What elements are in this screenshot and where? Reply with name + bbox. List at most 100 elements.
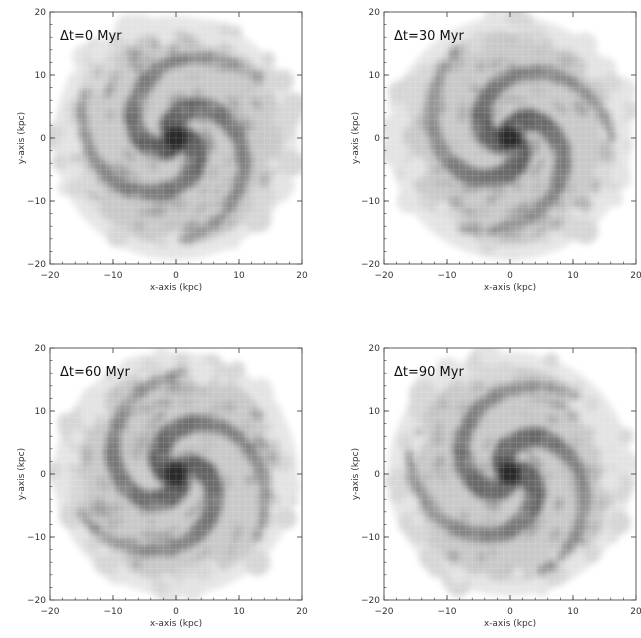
edge-clump	[67, 179, 86, 198]
gas-clump	[187, 479, 194, 490]
x-tick-label: 0	[173, 607, 179, 617]
gas-clump	[156, 115, 164, 128]
gas-clump	[521, 445, 534, 456]
y-tick-label: 10	[369, 407, 381, 417]
x-tick-label: 10	[233, 271, 245, 281]
y-tick-label: 20	[35, 8, 47, 18]
x-tick-label: −10	[104, 607, 123, 617]
edge-clump	[155, 235, 168, 249]
gas-clump	[503, 434, 514, 440]
gas-clump	[122, 147, 136, 163]
gas-clump	[444, 533, 454, 539]
gas-clump	[237, 128, 248, 143]
gas-clump	[470, 84, 479, 93]
density-field	[384, 12, 636, 264]
gas-clump	[440, 516, 453, 528]
edge-clump	[412, 513, 424, 525]
edge-clump	[448, 566, 467, 585]
gas-clump	[432, 431, 445, 447]
edge-clump	[418, 195, 433, 210]
edge-clump	[479, 236, 498, 255]
gas-clump	[433, 165, 442, 175]
edge-clump	[51, 125, 66, 140]
gas-clump	[460, 46, 469, 55]
gas-clump	[201, 436, 220, 450]
gas-clump	[456, 157, 470, 171]
edge-clump	[398, 191, 408, 201]
gas-clump	[427, 112, 432, 122]
edge-clump	[482, 12, 507, 33]
edge-clump	[543, 352, 559, 369]
gas-clump	[211, 429, 228, 439]
gas-clump	[424, 473, 432, 481]
gas-clump	[586, 465, 596, 474]
spiral-arm-segment	[75, 102, 86, 113]
gas-clump	[552, 448, 561, 456]
gas-clump	[187, 530, 195, 536]
edge-clump	[427, 559, 446, 578]
mesh-grid	[50, 12, 302, 264]
galaxy-core	[164, 126, 188, 150]
gas-clump	[232, 524, 243, 543]
gas-clump	[132, 403, 144, 417]
time-stamp-label: Δt=30 Myr	[394, 29, 464, 44]
gas-clump	[126, 425, 134, 435]
edge-clump	[179, 575, 205, 600]
edge-clump	[280, 127, 294, 141]
x-axis-title: x-axis (kpc)	[150, 283, 202, 293]
edge-clump	[152, 348, 171, 366]
gas-clump	[127, 48, 140, 61]
gas-clump	[490, 540, 501, 546]
gas-clump	[484, 501, 502, 512]
gas-clump	[436, 80, 443, 95]
mesh-grid	[50, 348, 302, 600]
x-tick-label: −20	[41, 271, 60, 281]
edge-clump	[102, 219, 114, 231]
gas-clump	[200, 388, 207, 395]
edge-clump	[572, 218, 599, 245]
gas-clump	[111, 53, 122, 65]
galaxy-density-map: −20 −10 0 10 20 −20 −10 0 10 20 x-axis (kpc) y-axis…	[351, 8, 641, 293]
x-tick-label: −10	[438, 607, 457, 617]
gas-clump	[146, 432, 154, 441]
gas-clump	[541, 432, 556, 441]
y-axis-title: y-axis (kpc)	[17, 448, 27, 500]
gas-clump	[434, 179, 443, 187]
edge-clump	[617, 428, 634, 445]
gas-clump	[172, 55, 192, 67]
edge-clump	[608, 191, 624, 207]
edge-clump	[190, 360, 216, 385]
gas-clump	[528, 163, 541, 180]
gas-clump	[140, 530, 160, 540]
gas-clump	[596, 497, 606, 511]
gas-clump	[207, 165, 219, 181]
gas-clump	[208, 103, 218, 111]
gas-clump	[192, 111, 208, 125]
gas-clump	[140, 158, 148, 167]
gas-clump	[514, 81, 527, 87]
gas-clump	[477, 476, 492, 492]
gas-clump	[465, 458, 471, 466]
gas-clump	[525, 394, 542, 406]
gas-clump	[254, 433, 267, 448]
gas-clump	[544, 69, 554, 78]
gas-clump	[530, 180, 544, 194]
gas-clump	[453, 57, 466, 72]
gas-clump	[120, 398, 133, 414]
spiral-arm-segment	[78, 129, 88, 139]
gas-clump	[459, 186, 470, 195]
edge-clump	[50, 461, 63, 477]
gas-clump	[479, 416, 490, 428]
gas-clump	[168, 526, 180, 532]
gas-clump	[115, 500, 130, 512]
gas-clump	[511, 179, 525, 192]
spiral-arm-segment	[257, 519, 268, 530]
gas-clump	[435, 101, 447, 115]
gas-clump	[568, 182, 575, 196]
y-tick-label: 0	[374, 470, 380, 480]
edge-clump	[599, 469, 622, 492]
gas-clump	[592, 179, 601, 195]
gas-clump	[155, 151, 163, 158]
gas-clump	[219, 423, 234, 434]
gas-clump	[143, 148, 160, 163]
